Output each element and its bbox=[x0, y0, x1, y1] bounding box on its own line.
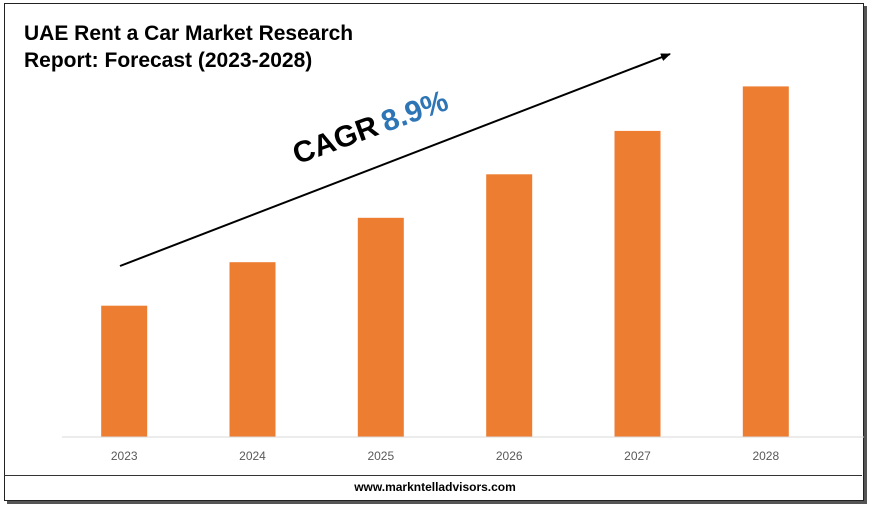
bar-2023 bbox=[101, 305, 148, 437]
footer-url: www.markntelladvisors.com bbox=[354, 480, 516, 494]
title-line-2: Report: Forecast (2023-2028) bbox=[24, 49, 313, 72]
bar-2027 bbox=[614, 130, 661, 437]
bars-group bbox=[101, 86, 789, 438]
chart-title: UAE Rent a Car Market Research Report: F… bbox=[24, 20, 353, 74]
footer-divider bbox=[4, 475, 862, 476]
x-tick-label-2026: 2026 bbox=[496, 449, 523, 463]
x-tick-label-2024: 2024 bbox=[239, 449, 266, 463]
chart-frame bbox=[4, 3, 864, 501]
x-tick-label-2025: 2025 bbox=[367, 449, 394, 463]
x-tick-labels: 2023 2024 2025 2026 2027 2028 bbox=[111, 449, 780, 463]
bar-2024 bbox=[229, 262, 276, 437]
bar-2028 bbox=[742, 86, 789, 438]
bar-2025 bbox=[357, 217, 404, 437]
x-tick-label-2023: 2023 bbox=[111, 449, 138, 463]
x-tick-label-2028: 2028 bbox=[752, 449, 779, 463]
x-tick-label-2027: 2027 bbox=[624, 449, 651, 463]
trend-arrow bbox=[119, 53, 671, 267]
bar-2026 bbox=[486, 174, 533, 438]
title-line-1: UAE Rent a Car Market Research bbox=[24, 22, 354, 45]
